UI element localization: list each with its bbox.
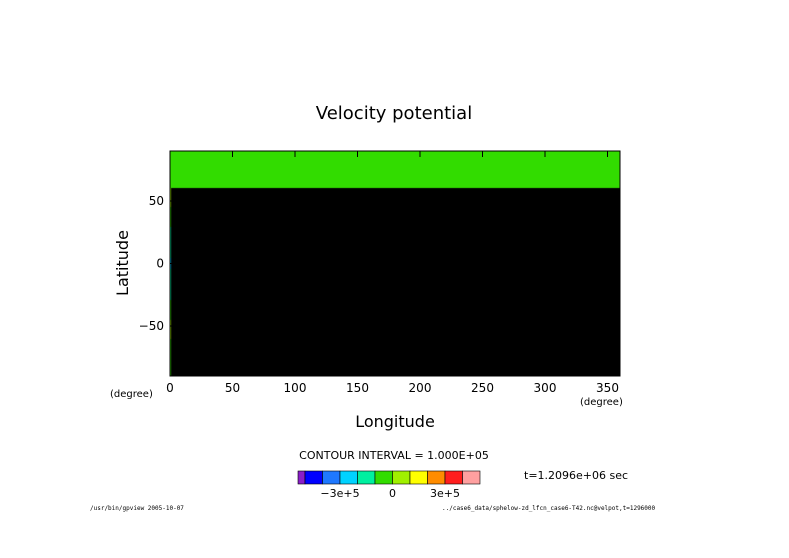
x-tick-label: 100 [284,381,307,395]
colorbar-swatch [304,470,323,485]
colorbar-tick-label: 3e+5 [430,487,460,500]
colorbar-swatch [357,470,376,485]
footer-left: /usr/bin/gpview 2005-10-07 [90,505,184,512]
contour-interval-label: CONTOUR INTERVAL = 1.000E+05 [299,449,489,462]
colorbar [297,470,481,485]
velocity-potential-field [170,151,620,376]
x-tick-label: 200 [409,381,432,395]
x-axis: 0 50 100 150 200 250 300 350 [166,151,619,395]
colorbar-swatch [297,470,306,485]
colorbar-swatch [339,470,358,485]
time-label: t=1.2096e+06 sec [524,469,628,482]
contour-label: -2e5 [463,232,478,256]
y-axis-label: Latitude [113,230,132,296]
y-axis: 50 0 −50 [139,194,620,333]
colorbar-swatch [462,470,481,485]
colorbar-swatch [409,470,428,485]
colorbar-tick-label: 0 [389,487,396,500]
x-unit-left: (degree) [110,389,153,400]
contour-label: -2e5 [350,232,365,256]
x-tick-label: 0 [166,381,174,395]
y-tick-label: −50 [139,319,164,333]
footer-right: ../case6_data/sphelow-zd_lfcn_case6-T42.… [442,505,656,512]
y-tick-label: 50 [149,194,164,208]
x-tick-label: 50 [225,381,240,395]
colorbar-swatch [392,470,411,485]
y-tick-label: 0 [156,257,164,271]
colorbar-swatch [444,470,463,485]
x-tick-label: 150 [346,381,369,395]
chart-title: Velocity potential [316,103,472,124]
x-tick-label: 350 [596,381,619,395]
x-unit-right: (degree) [580,397,623,408]
contour-label: -2e5 [238,232,253,256]
x-tick-label: 250 [471,381,494,395]
colorbar-swatch [322,470,341,485]
colorbar-swatch [427,470,446,485]
contour-label: -2e5 [575,232,590,256]
colorbar-tick-label: −3e+5 [320,487,359,500]
colorbar-tick-labels: −3e+5 0 3e+5 [320,487,460,500]
x-tick-label: 300 [534,381,557,395]
x-axis-label: Longitude [355,412,435,431]
colorbar-swatch [374,470,393,485]
